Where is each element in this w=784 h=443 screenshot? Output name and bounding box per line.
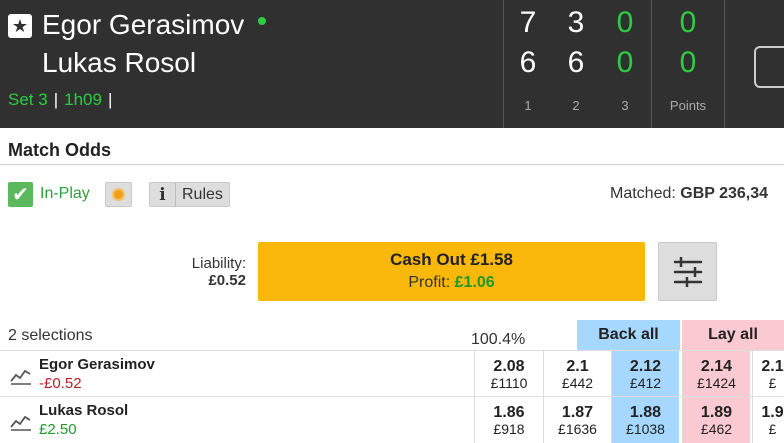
matched-value: GBP 236,34 <box>680 185 769 202</box>
line-chart-icon[interactable] <box>10 367 32 385</box>
overround: 100.4% <box>471 331 526 348</box>
star-icon[interactable]: ★ <box>8 14 32 38</box>
set-1-p1: 7 <box>519 6 537 39</box>
set-1-p2: 6 <box>519 46 537 79</box>
back-price-3[interactable]: 1.86 £918 <box>474 397 543 443</box>
player-1-row: Egor Gerasimov <box>42 9 267 41</box>
scoreboard-more-tab[interactable] <box>754 46 784 88</box>
set-3-p2: 0 <box>616 46 634 79</box>
back-price-2[interactable]: 1.87 £1636 <box>543 397 611 443</box>
lay-price-best[interactable]: 2.14 £1424 <box>682 351 750 397</box>
back-price-3[interactable]: 2.08 £1110 <box>474 351 543 397</box>
divider <box>724 0 725 128</box>
scoreboard: ★ Egor Gerasimov Lukas Rosol Set 3 | 1h09 |… <box>0 0 784 128</box>
rules-label: Rules <box>182 186 223 203</box>
liability: Liability: £0.52 <box>176 255 246 289</box>
profit-value: £1.06 <box>454 274 495 291</box>
serve-dot-icon <box>258 16 267 25</box>
liability-label: Liability: <box>191 255 246 272</box>
matched-label: Matched: <box>610 185 676 202</box>
set-1-label: 1 <box>524 98 532 113</box>
points-score: 0 0 Points <box>652 0 724 128</box>
matched-amount: Matched: GBP 236,34 <box>610 185 768 203</box>
set-label: Set 3 <box>8 90 48 109</box>
cash-out-settings-button[interactable] <box>658 242 717 301</box>
live-video-icon[interactable] <box>105 182 132 207</box>
lay-price-2[interactable]: 2.1 £ <box>752 351 784 397</box>
liability-value: £0.52 <box>208 272 246 289</box>
sliders-icon <box>673 257 703 287</box>
set-2-p2: 6 <box>567 46 585 79</box>
info-icon: i <box>150 183 176 206</box>
set-3-score: 0 0 3 <box>600 0 650 128</box>
player-2-name: Lukas Rosol <box>42 47 197 78</box>
runner-row: Egor Gerasimov -£0.52 2.08 £1110 2.1 £442 … <box>0 350 784 397</box>
set-2-score: 3 6 2 <box>551 0 601 128</box>
set-1-score: 7 6 1 <box>503 0 553 128</box>
cash-out-button[interactable]: Cash Out £1.58 Profit: £1.06 <box>258 242 645 301</box>
player-1-name: Egor Gerasimov <box>42 9 245 40</box>
runner-name: Lukas Rosol <box>39 402 129 419</box>
set-2-p1: 3 <box>567 6 585 39</box>
inplay-label: In-Play <box>40 185 90 202</box>
profit-label: Profit: <box>408 274 451 291</box>
selections-count: 2 selections <box>8 327 93 344</box>
runner-profit-loss: -£0.52 <box>39 375 82 392</box>
set-3-label: 3 <box>621 98 629 113</box>
back-all-button[interactable]: Back all <box>577 320 680 350</box>
points-label: Points <box>669 98 707 113</box>
lay-all-button[interactable]: Lay all <box>682 320 784 350</box>
runner-name: Egor Gerasimov <box>39 356 155 373</box>
set-3-p1: 0 <box>616 6 634 39</box>
points-p1: 0 <box>679 6 697 39</box>
runner-row: Lukas Rosol £2.50 1.86 £918 1.87 £1636 1.8… <box>0 396 784 443</box>
back-price-best[interactable]: 2.12 £412 <box>611 351 679 397</box>
elapsed-time: 1h09 <box>64 90 102 109</box>
line-chart-icon[interactable] <box>10 413 32 431</box>
lay-price-best[interactable]: 1.89 £462 <box>682 397 750 443</box>
profit-line: Profit: £1.06 <box>258 274 645 292</box>
set-2-label: 2 <box>572 98 580 113</box>
divider <box>651 0 652 128</box>
points-p2: 0 <box>679 46 697 79</box>
rules-button[interactable]: i Rules <box>149 182 230 207</box>
cash-out-label: Cash Out £1.58 <box>390 250 513 269</box>
set-info: Set 3 | 1h09 | <box>8 90 113 109</box>
lay-price-2[interactable]: 1.9 £ <box>752 397 784 443</box>
runner-profit-loss: £2.50 <box>39 421 77 438</box>
divider <box>0 164 784 165</box>
back-price-best[interactable]: 1.88 £1038 <box>611 397 679 443</box>
back-price-2[interactable]: 2.1 £442 <box>543 351 611 397</box>
check-icon: ✔ <box>8 182 33 207</box>
market-title: Match Odds <box>8 140 112 160</box>
divider <box>503 0 504 128</box>
